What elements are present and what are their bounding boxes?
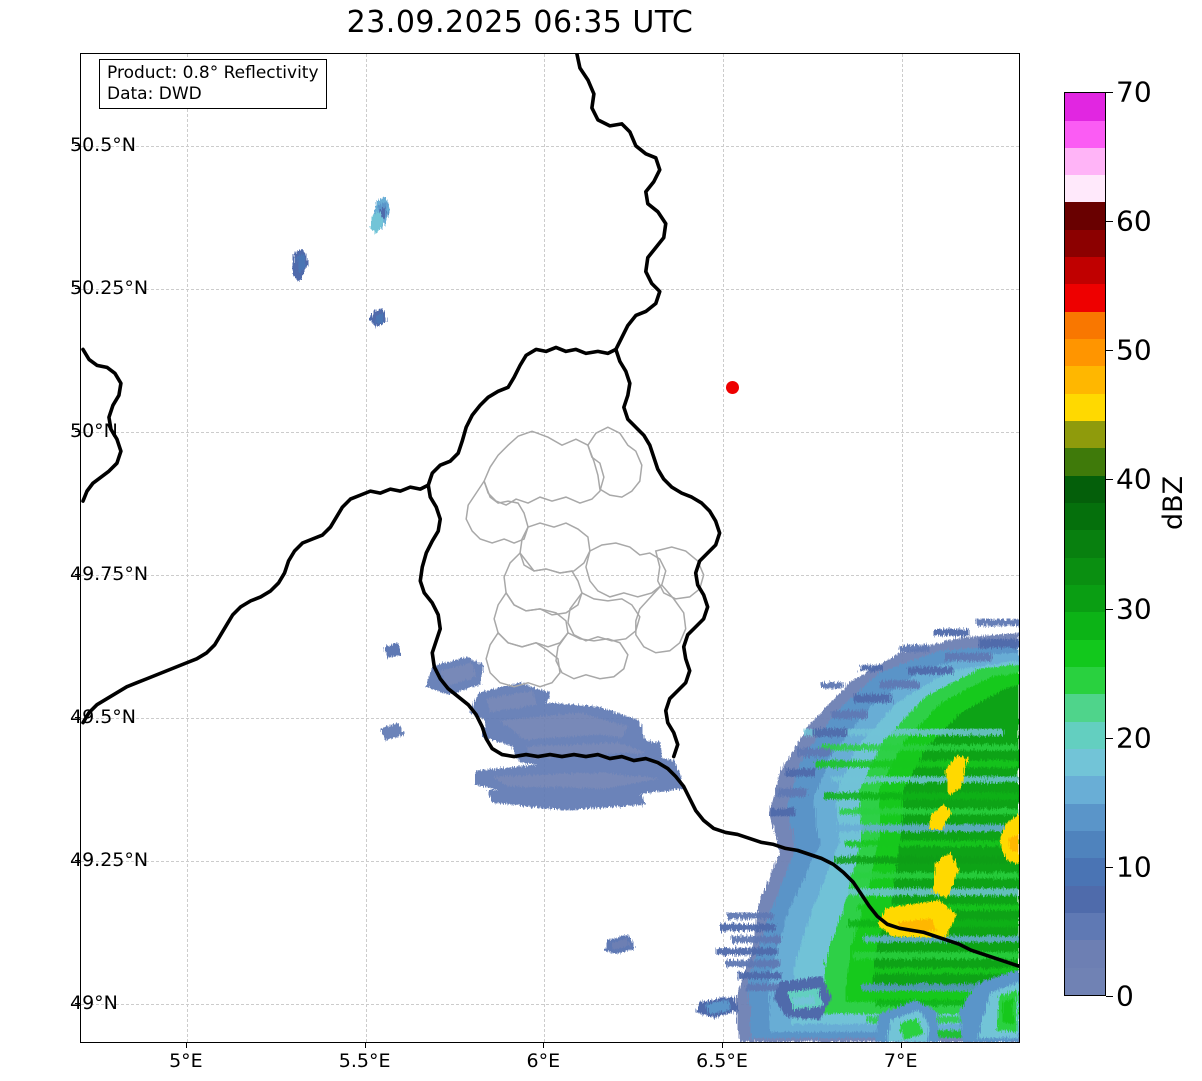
colorbar-tick: [1106, 866, 1113, 868]
gridline-horizontal: [81, 1004, 1019, 1006]
page-title: 23.09.2025 06:35 UTC: [346, 5, 694, 40]
colorbar-segment-13: [1065, 612, 1105, 640]
colorbar-segment-1: [1065, 940, 1105, 968]
colorbar-segment-24: [1065, 311, 1105, 340]
y-tick: [75, 1003, 80, 1005]
colorbar-tick: [1106, 608, 1113, 610]
product-info-box: Product: 0.8° Reflectivity Data: DWD: [99, 59, 327, 110]
colorbar-segment-0: [1065, 967, 1105, 995]
colorbar-segment-27: [1065, 229, 1105, 258]
x-tick: [185, 1043, 187, 1048]
colorbar-tick-label: 70: [1116, 75, 1152, 109]
colorbar-tick: [1106, 737, 1113, 739]
gridline-horizontal: [81, 145, 1019, 147]
radar-station-marker[interactable]: [725, 380, 739, 394]
x-axis-label: 6.5°E: [696, 1050, 748, 1072]
x-axis-label: 5°E: [169, 1050, 203, 1072]
colorbar-tick-label: 60: [1116, 204, 1152, 238]
colorbar-segment-7: [1065, 776, 1105, 804]
gridline-horizontal: [81, 861, 1019, 862]
x-tick: [543, 1043, 545, 1048]
colorbar-segment-18: [1065, 475, 1105, 504]
x-tick: [364, 1043, 366, 1048]
colorbar-segment-3: [1065, 885, 1105, 914]
colorbar-segment-31: [1065, 120, 1105, 148]
colorbar-segment-14: [1065, 585, 1105, 613]
gridline-horizontal: [81, 431, 1019, 433]
colorbar-segment-2: [1065, 913, 1105, 941]
colorbar-tick-label: 30: [1116, 592, 1152, 626]
colorbar-tick-label: 10: [1116, 850, 1152, 884]
colorbar-segment-20: [1065, 421, 1105, 449]
y-tick: [75, 573, 80, 575]
colorbar-segment-5: [1065, 831, 1105, 859]
x-axis-label: 5.5°E: [338, 1050, 391, 1072]
colorbar-tick: [1106, 479, 1113, 481]
colorbar-segment-32: [1065, 93, 1105, 121]
colorbar-segment-8: [1065, 749, 1105, 777]
gridline-vertical: [901, 54, 903, 1042]
map-plot-area[interactable]: Product: 0.8° Reflectivity Data: DWD: [80, 53, 1020, 1043]
gridline-horizontal: [81, 288, 1019, 290]
colorbar-segment-25: [1065, 284, 1105, 312]
product-line: Product: 0.8° Reflectivity: [107, 63, 319, 83]
colorbar-tick: [1106, 350, 1113, 352]
colorbar-segment-11: [1065, 667, 1105, 695]
colorbar-tick-label: 40: [1116, 462, 1152, 496]
gridline-vertical: [723, 54, 724, 1042]
data-source-line: Data: DWD: [107, 83, 202, 104]
colorbar-segment-6: [1065, 803, 1105, 832]
colorbar-tick: [1106, 221, 1113, 223]
colorbar-tick: [1106, 996, 1113, 997]
colorbar-segment-4: [1065, 858, 1105, 886]
y-tick: [75, 860, 80, 861]
colorbar-segment-15: [1065, 557, 1105, 586]
colorbar-segment-26: [1065, 257, 1105, 285]
colorbar-segment-17: [1065, 503, 1105, 531]
colorbar[interactable]: 0 10 20 30 40 50 60 70: [1064, 76, 1152, 1013]
y-tick: [75, 287, 80, 289]
y-tick: [75, 144, 80, 146]
colorbar-segment-9: [1065, 721, 1105, 750]
colorbar-segment-28: [1065, 202, 1105, 230]
colorbar-segment-30: [1065, 147, 1105, 176]
y-tick: [75, 430, 80, 432]
gridline-horizontal: [81, 574, 1019, 576]
colorbar-segment-16: [1065, 530, 1105, 558]
gridline-vertical: [186, 54, 188, 1042]
gridline-vertical: [544, 54, 546, 1042]
colorbar-tick: [1106, 92, 1113, 93]
colorbar-tick-label: 0: [1116, 979, 1134, 1013]
colorbar-tick-label: 50: [1116, 333, 1152, 367]
colorbar-segment-10: [1065, 694, 1105, 722]
colorbar-segment-22: [1065, 366, 1105, 394]
colorbar-segment-23: [1065, 339, 1105, 367]
x-tick: [722, 1043, 723, 1048]
x-axis-label: 6°E: [526, 1050, 561, 1072]
colorbar-gradient: [1064, 92, 1106, 996]
colorbar-segment-21: [1065, 393, 1105, 422]
colorbar-segment-29: [1065, 175, 1105, 203]
y-tick: [75, 716, 80, 718]
colorbar-title: dBZ: [1158, 475, 1189, 530]
country-border-layer: [81, 54, 1019, 968]
gridline-vertical: [365, 54, 367, 1042]
x-tick: [900, 1043, 902, 1048]
x-axis-label: 7°E: [883, 1050, 918, 1072]
colorbar-segment-12: [1065, 639, 1105, 668]
colorbar-segment-19: [1065, 448, 1105, 476]
colorbar-tick-label: 20: [1116, 721, 1152, 755]
